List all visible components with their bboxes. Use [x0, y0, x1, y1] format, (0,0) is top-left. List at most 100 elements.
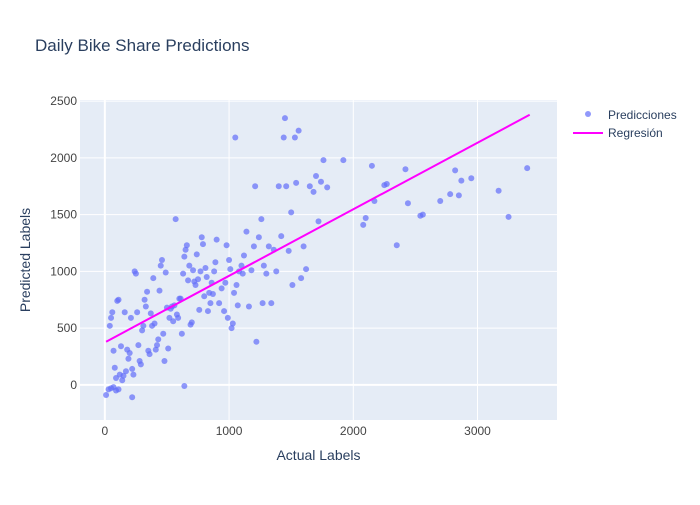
data-point[interactable]	[221, 308, 228, 315]
data-point[interactable]	[278, 233, 285, 240]
data-point[interactable]	[313, 173, 320, 180]
data-point[interactable]	[195, 276, 202, 283]
data-point[interactable]	[212, 259, 219, 266]
data-point[interactable]	[245, 303, 252, 310]
data-point[interactable]	[452, 167, 459, 174]
data-point[interactable]	[280, 134, 287, 141]
data-point[interactable]	[152, 346, 159, 353]
data-point[interactable]	[468, 175, 475, 182]
data-point[interactable]	[178, 330, 185, 337]
data-point[interactable]	[288, 209, 295, 216]
data-point[interactable]	[239, 270, 246, 277]
data-point[interactable]	[193, 251, 200, 258]
data-point[interactable]	[119, 377, 126, 384]
data-point[interactable]	[181, 253, 188, 260]
data-point[interactable]	[320, 157, 327, 164]
data-point[interactable]	[289, 281, 296, 288]
data-point[interactable]	[310, 188, 317, 195]
data-point[interactable]	[285, 247, 292, 254]
legend-item-regresion[interactable]: Regresión	[573, 126, 663, 140]
data-point[interactable]	[158, 257, 165, 263]
data-point[interactable]	[211, 268, 218, 275]
data-point[interactable]	[524, 165, 531, 172]
data-point[interactable]	[165, 345, 172, 352]
data-point[interactable]	[155, 336, 162, 343]
data-point[interactable]	[170, 318, 177, 325]
data-point[interactable]	[283, 183, 290, 190]
data-point[interactable]	[404, 200, 411, 207]
data-point[interactable]	[192, 281, 199, 288]
data-point[interactable]	[263, 270, 270, 277]
data-point[interactable]	[161, 357, 168, 364]
data-point[interactable]	[303, 266, 310, 273]
data-point[interactable]	[181, 382, 188, 389]
data-point[interactable]	[130, 371, 137, 378]
data-point[interactable]	[198, 234, 205, 241]
data-point[interactable]	[147, 310, 154, 317]
data-point[interactable]	[298, 275, 305, 282]
data-point[interactable]	[182, 246, 189, 253]
data-point[interactable]	[368, 162, 375, 169]
data-point[interactable]	[202, 264, 209, 271]
data-point[interactable]	[447, 191, 454, 198]
data-point[interactable]	[253, 338, 260, 345]
data-point[interactable]	[183, 242, 190, 249]
data-point[interactable]	[175, 314, 182, 321]
data-point[interactable]	[186, 262, 193, 269]
data-point[interactable]	[120, 372, 127, 379]
data-point[interactable]	[291, 134, 298, 141]
data-point[interactable]	[224, 314, 231, 321]
data-point[interactable]	[231, 289, 238, 296]
data-point[interactable]	[437, 197, 444, 204]
data-point[interactable]	[255, 234, 262, 241]
data-point[interactable]	[273, 268, 280, 275]
data-point[interactable]	[228, 325, 235, 332]
data-point[interactable]	[306, 183, 313, 190]
data-point[interactable]	[134, 309, 141, 316]
data-point[interactable]	[222, 279, 229, 286]
data-point[interactable]	[324, 184, 331, 191]
data-point[interactable]	[199, 241, 206, 248]
data-point[interactable]	[232, 134, 239, 141]
data-point[interactable]	[238, 262, 245, 269]
data-point[interactable]	[115, 386, 122, 393]
data-point[interactable]	[190, 267, 197, 274]
data-point[interactable]	[132, 270, 139, 277]
data-point[interactable]	[135, 342, 142, 349]
data-point[interactable]	[293, 179, 300, 186]
data-point[interactable]	[106, 322, 113, 329]
data-point[interactable]	[226, 257, 233, 263]
data-point[interactable]	[150, 275, 157, 282]
data-point[interactable]	[362, 215, 369, 222]
data-point[interactable]	[111, 364, 118, 371]
data-point[interactable]	[360, 221, 367, 228]
data-point[interactable]	[137, 361, 144, 368]
data-point[interactable]	[204, 308, 211, 315]
data-point[interactable]	[103, 392, 110, 399]
data-point[interactable]	[455, 192, 462, 199]
data-point[interactable]	[505, 213, 512, 220]
data-point[interactable]	[180, 270, 187, 277]
legend-item-predicciones[interactable]: Predicciones	[585, 108, 677, 122]
data-point[interactable]	[216, 300, 223, 307]
data-point[interactable]	[300, 243, 307, 250]
data-point[interactable]	[419, 211, 426, 218]
data-point[interactable]	[207, 300, 214, 307]
data-point[interactable]	[229, 320, 236, 327]
data-point[interactable]	[260, 262, 267, 269]
data-point[interactable]	[252, 183, 259, 190]
data-point[interactable]	[315, 218, 322, 225]
data-point[interactable]	[402, 166, 409, 173]
data-point[interactable]	[196, 306, 203, 313]
data-point[interactable]	[234, 302, 241, 309]
data-point[interactable]	[121, 309, 128, 316]
legend[interactable]: Predicciones Regresión	[573, 108, 677, 140]
data-point[interactable]	[268, 300, 275, 307]
data-point[interactable]	[108, 314, 115, 321]
data-point[interactable]	[129, 365, 136, 372]
data-point[interactable]	[139, 327, 146, 334]
data-point[interactable]	[126, 350, 133, 357]
data-point[interactable]	[340, 157, 347, 164]
data-point[interactable]	[117, 343, 124, 350]
data-point[interactable]	[144, 288, 151, 295]
